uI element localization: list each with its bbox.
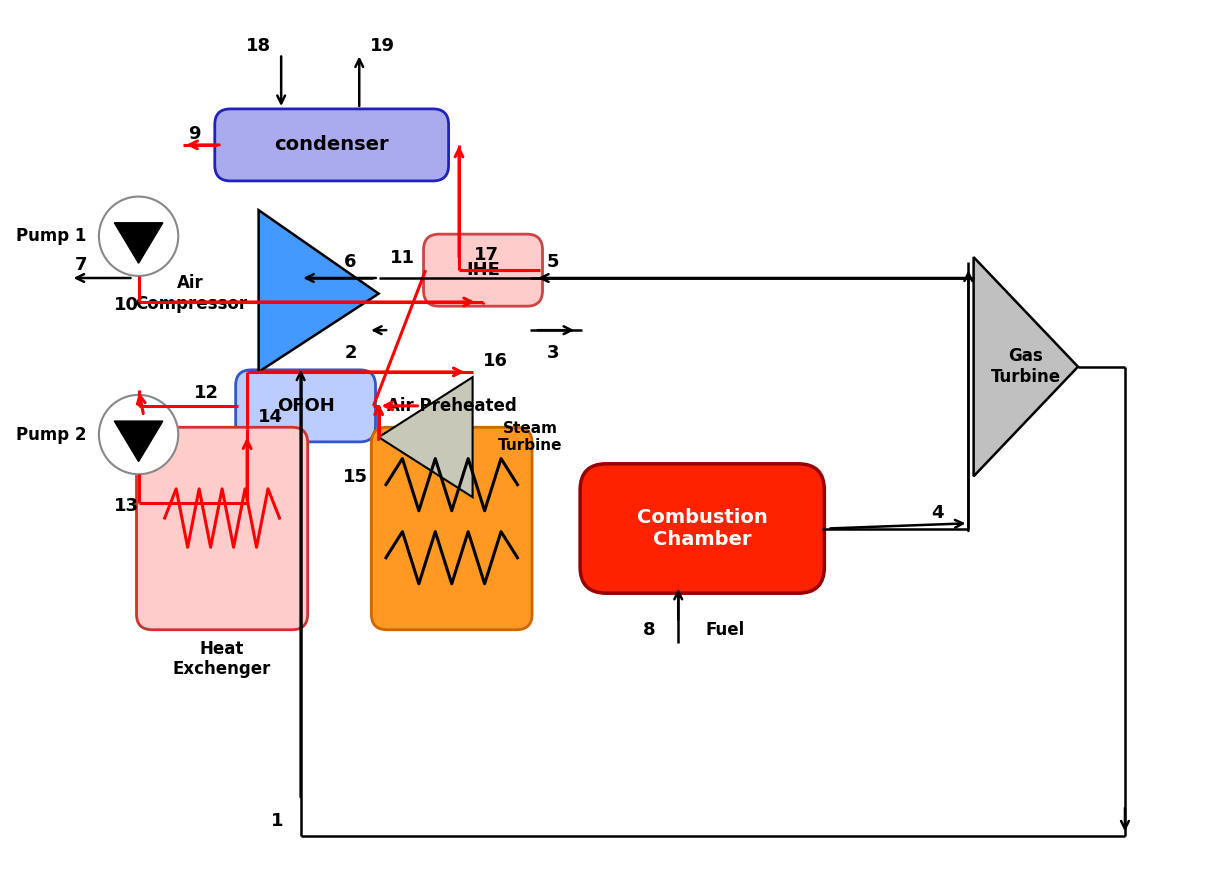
FancyBboxPatch shape <box>137 427 308 630</box>
Text: Heat
Exchenger: Heat Exchenger <box>173 640 272 678</box>
Text: 1: 1 <box>272 812 284 829</box>
Text: Gas
Turbine: Gas Turbine <box>991 347 1061 386</box>
Text: 15: 15 <box>343 468 369 486</box>
Polygon shape <box>114 421 163 462</box>
Text: 12: 12 <box>194 384 218 402</box>
Text: 18: 18 <box>246 37 270 55</box>
Text: 16: 16 <box>483 352 508 370</box>
Polygon shape <box>114 222 163 263</box>
Text: 2: 2 <box>344 344 357 362</box>
Polygon shape <box>378 377 473 498</box>
FancyBboxPatch shape <box>423 234 542 306</box>
FancyBboxPatch shape <box>371 427 533 630</box>
Text: 9: 9 <box>188 125 200 143</box>
Text: OFOH: OFOH <box>277 397 335 415</box>
Text: Pump 1: Pump 1 <box>16 227 86 246</box>
Text: Fuel: Fuel <box>706 620 745 639</box>
Text: 13: 13 <box>114 497 138 514</box>
Text: 14: 14 <box>257 408 283 425</box>
Text: 4: 4 <box>930 504 944 522</box>
FancyBboxPatch shape <box>235 370 376 441</box>
Text: 10: 10 <box>114 296 138 314</box>
Text: 11: 11 <box>391 248 415 267</box>
Text: 7: 7 <box>75 256 87 274</box>
Polygon shape <box>974 257 1078 476</box>
Text: 3: 3 <box>547 344 559 362</box>
Text: IHE: IHE <box>466 261 500 279</box>
Circle shape <box>99 197 178 276</box>
Text: Pump 2: Pump 2 <box>16 425 86 443</box>
Text: 8: 8 <box>643 620 655 639</box>
Text: 17: 17 <box>473 246 499 263</box>
Text: Air Preheated: Air Preheated <box>387 397 517 416</box>
Text: Steam
Turbine: Steam Turbine <box>497 421 563 453</box>
Text: condenser: condenser <box>274 135 389 154</box>
Polygon shape <box>258 210 378 372</box>
FancyBboxPatch shape <box>580 464 825 594</box>
Text: 6: 6 <box>344 254 357 271</box>
Circle shape <box>99 395 178 474</box>
Text: Combustion
Chamber: Combustion Chamber <box>637 508 768 549</box>
FancyBboxPatch shape <box>215 109 449 181</box>
Text: Air
Compressor: Air Compressor <box>135 274 246 313</box>
Text: 5: 5 <box>547 254 559 271</box>
Text: 19: 19 <box>370 37 394 55</box>
